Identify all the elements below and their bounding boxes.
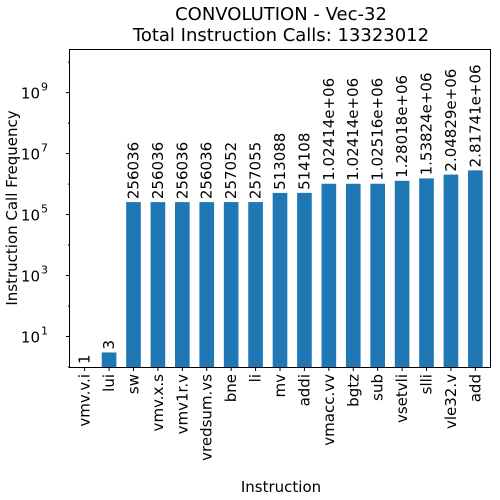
bar-bgtz [345,183,361,367]
y-tick-label: 10 [21,329,40,347]
x-tick-label-addi: addi [295,374,313,406]
data-label-bne: 257052 [222,142,240,199]
data-label-sub: 1.02516e+06 [369,78,387,181]
x-tick-label-sw: sw [124,374,142,394]
x-tick-label-add: add [466,374,484,402]
x-tick-label-mv: mv [271,374,289,398]
bar-vmacc.vv [321,183,337,367]
bar-vmv1r.v [175,202,190,367]
x-tick-label-lui: lui [100,374,118,392]
bar-li [248,202,263,367]
data-label-vmacc.vv: 1.02414e+06 [320,78,338,181]
y-tick-exponent: 3 [41,264,48,277]
x-tick-label-vmv.v.i: vmv.v.i [76,374,94,427]
data-label-mv: 513088 [271,133,289,190]
bar-lui [101,352,117,367]
data-label-li: 257055 [247,142,265,199]
x-tick-label-li: li [247,374,265,382]
chart-subtitle: Total Instruction Calls: 13323012 [132,25,429,46]
x-tick-label-vmv.x.s: vmv.x.s [149,374,167,432]
bar-bne [223,202,239,367]
x-tick-label-vmv1r.v: vmv1r.v [173,374,191,434]
bar-vmv.x.s [150,202,166,367]
data-label-vmv1r.v: 256036 [173,142,191,199]
x-tick-label-slli: slli [418,374,436,394]
chart-title: CONVOLUTION - Vec-32 [175,4,387,25]
data-label-sw: 256036 [124,142,142,199]
bar-vle32.v [443,174,459,367]
bar-mv [272,192,288,367]
y-tick-label: 10 [21,146,40,164]
y-tick-exponent: 9 [41,81,48,94]
bar-addi [297,192,312,367]
y-tick-exponent: 7 [41,142,48,155]
data-label-bgtz: 1.02414e+06 [344,78,362,181]
x-tick-label-vsetvli: vsetvli [393,374,411,423]
data-label-add: 2.81741e+06 [466,64,484,167]
data-label-slli: 1.53824e+06 [418,72,436,175]
bar-sw [126,202,141,367]
data-label-vredsum.vs: 256036 [198,142,216,199]
data-label-vle32.v: 2.04829e+06 [442,69,460,172]
y-tick-exponent: 1 [41,325,48,338]
y-tick-label: 10 [21,207,40,225]
y-tick-exponent: 5 [41,203,48,216]
bars-group: 13 256036 256036 256036 256036 257052 257055 51… [76,64,484,367]
data-label-vmv.v.i: 1 [76,354,94,364]
x-tick-label-sub: sub [369,374,387,401]
y-axis-label: Instruction Call Frequency [3,110,21,305]
x-axis-label: Instruction [241,478,321,496]
x-tick-label-bgtz: bgtz [344,374,362,407]
data-label-lui: 3 [100,340,118,350]
x-tick-label-vredsum.vs: vredsum.vs [198,374,216,461]
bar-vsetvli [394,180,410,367]
data-label-vsetvli: 1.28018e+06 [393,75,411,178]
y-tick-label: 10 [21,268,40,286]
bar-slli [419,178,434,367]
bar-vredsum.vs [199,202,215,367]
data-label-vmv.x.s: 256036 [149,142,167,199]
x-tick-label-bne: bne [222,374,240,402]
x-axis: vmv.v.i lui sw vmv.x.s vmv1r.v vredsum.vs bne l… [76,367,484,461]
x-tick-label-vle32.v: vle32.v [442,374,460,429]
bar-sub [370,183,385,367]
x-tick-label-vmacc.vv: vmacc.vv [320,374,338,446]
y-tick-label: 10 [21,85,40,103]
data-label-addi: 514108 [295,133,313,190]
bar-add [468,170,483,367]
